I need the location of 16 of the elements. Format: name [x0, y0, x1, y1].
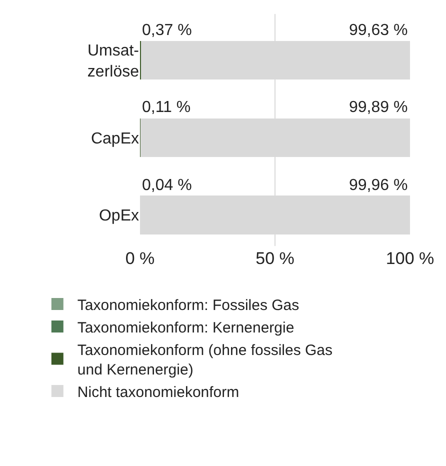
x-tick-label: 0 %	[125, 249, 155, 268]
data-label: 99,96 %	[349, 177, 408, 194]
data-label: 99,89 %	[349, 99, 408, 116]
x-tick-label: 50 %	[256, 249, 294, 268]
legend-label: Nicht taxonomiekonform	[77, 384, 240, 401]
legend-label: Taxonomiekonform: Kernenergie	[77, 319, 294, 336]
data-label: 0,11 %	[142, 99, 191, 116]
data-label: 0,37 %	[142, 22, 192, 39]
x-tick-label: 100 %	[386, 249, 434, 268]
y-tick-label: Umsat- zerlöse	[87, 42, 140, 80]
legend-label: Taxonomiekonform (ohne fossiles Gas und Kernenergie)	[77, 342, 333, 378]
data-label: 99,63 %	[349, 22, 408, 39]
data-label: 0,04 %	[142, 177, 192, 194]
legend-label: Taxonomiekonform: Fossiles Gas	[77, 296, 300, 314]
y-tick-label: CapEx	[90, 130, 139, 148]
y-tick-label: OpEx	[98, 208, 139, 225]
